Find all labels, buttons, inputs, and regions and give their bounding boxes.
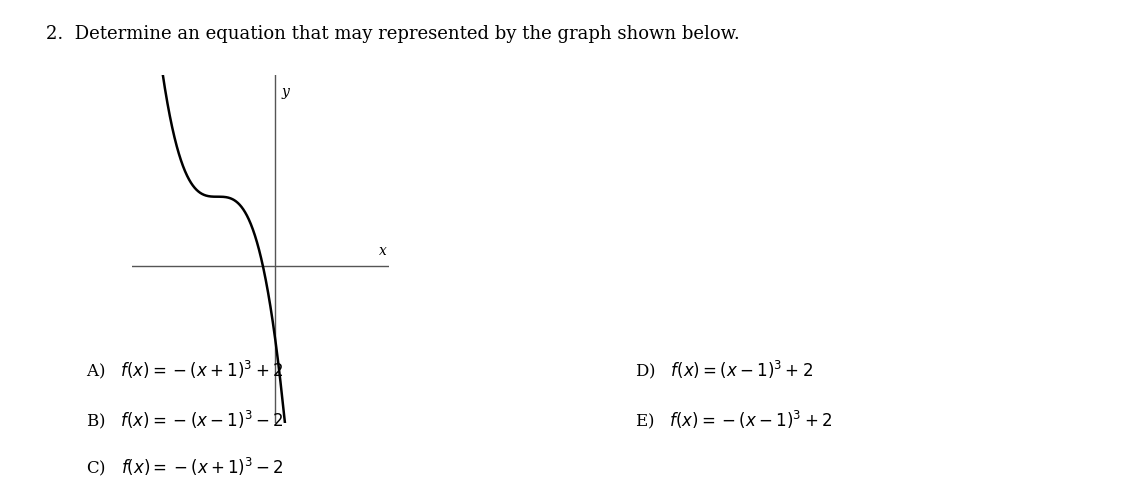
Text: y: y [282,85,290,99]
Text: A)   $f(x) = -(x+1)^3+2$: A) $f(x) = -(x+1)^3+2$ [86,359,283,381]
Text: E)   $f(x) = -(x-1)^3+2$: E) $f(x) = -(x-1)^3+2$ [635,408,832,431]
Text: C)   $f(x) = -(x+1)^3-2$: C) $f(x) = -(x+1)^3-2$ [86,456,284,478]
Text: D)   $f(x) = (x-1)^3+2$: D) $f(x) = (x-1)^3+2$ [635,359,813,381]
Text: B)   $f(x) = -(x-1)^3-2$: B) $f(x) = -(x-1)^3-2$ [86,408,283,431]
Text: 2.  Determine an equation that may represented by the graph shown below.: 2. Determine an equation that may repres… [46,25,740,43]
Text: x: x [379,244,387,258]
